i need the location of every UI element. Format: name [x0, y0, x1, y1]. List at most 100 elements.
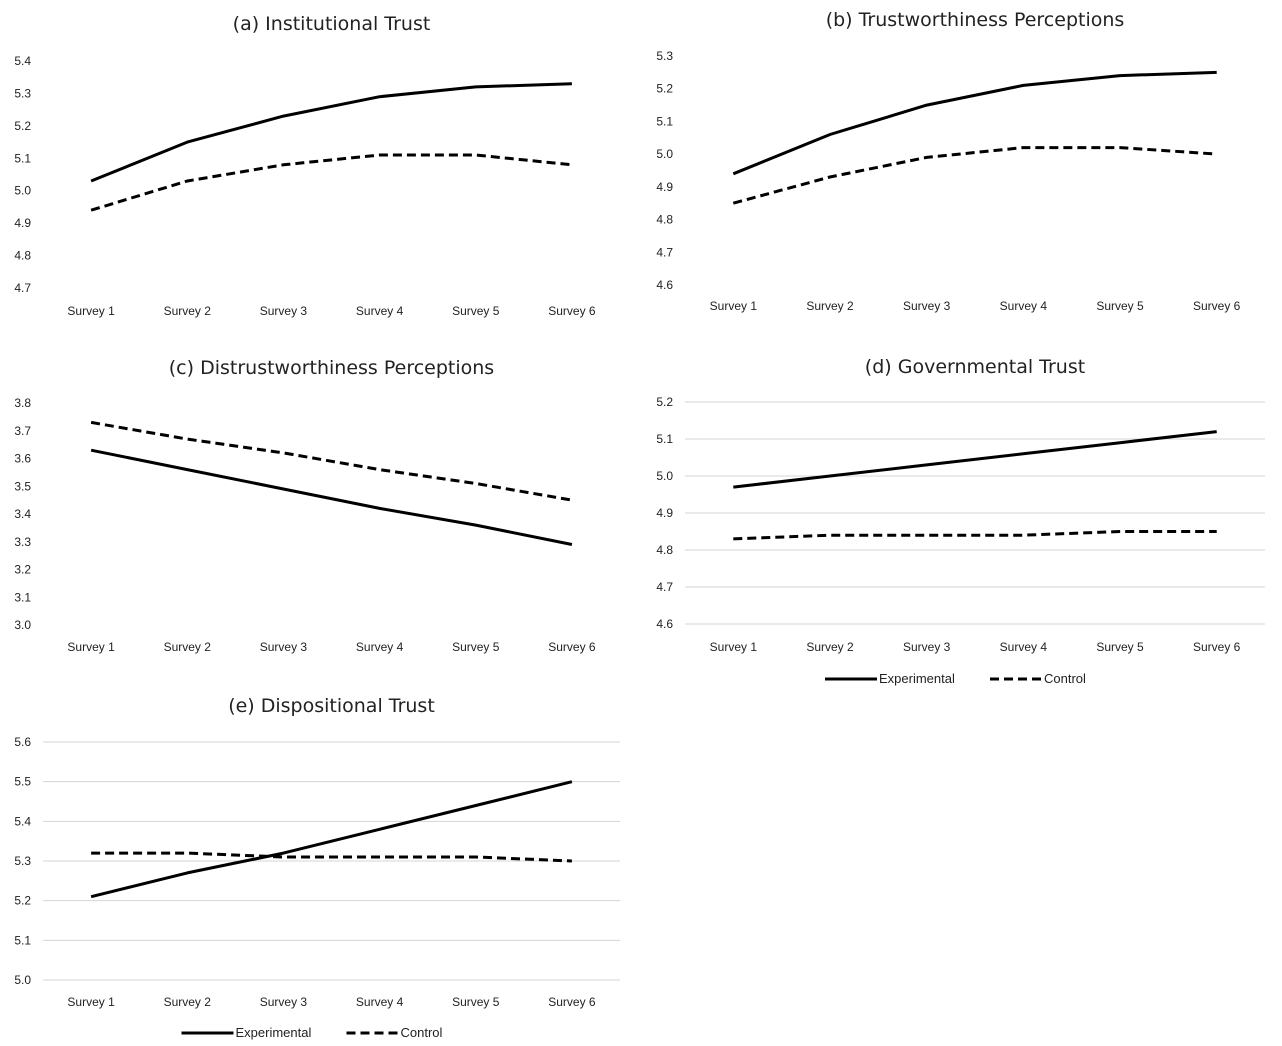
x-tick-label: Survey 6	[1193, 640, 1241, 654]
y-tick-label: 4.8	[14, 249, 31, 263]
x-tick-label: Survey 5	[1096, 299, 1144, 313]
series-line-experimental	[732, 70, 1217, 176]
chart-trustworthiness-perceptions: (b) Trustworthiness Perceptions 4.6 4.7 4.8…	[640, 0, 1282, 330]
chart-svg: (b) Trustworthiness Perceptions 4.6 4.7 4.8…	[656, 9, 1241, 313]
y-tick-label: 5.2	[656, 82, 673, 96]
x-tick-label: Survey 1	[710, 640, 758, 654]
chart-title: (b) Trustworthiness Perceptions	[826, 9, 1125, 31]
y-tick-label: 4.9	[656, 506, 673, 520]
x-tick-label: Survey 1	[67, 640, 115, 654]
chart-institutional-trust: (a) Institutional Trust 4.7 4.8 4.9 5.0 5.1 5.…	[0, 0, 640, 335]
series-line-experimental	[733, 430, 1217, 489]
series-line-control	[90, 153, 573, 212]
x-tick-label: Survey 4	[356, 995, 404, 1009]
chart-svg: (d) Governmental Trust 4.6 4.7 4.8 4.9 5.0 5.1…	[656, 356, 1265, 686]
y-tick-label: 4.8	[656, 213, 673, 227]
y-tick-label: 5.3	[656, 49, 673, 63]
legend-label-control: Control	[401, 1025, 443, 1040]
chart-svg: (a) Institutional Trust 4.7 4.8 4.9 5.0 5.1 5.…	[14, 13, 596, 318]
x-tick-label: Survey 3	[903, 299, 951, 313]
y-tick-label: 4.8	[656, 543, 673, 557]
x-tick-label: Survey 1	[67, 304, 115, 318]
x-tick-label: Survey 5	[452, 995, 500, 1009]
series-line-experimental	[90, 82, 572, 183]
x-tick-label: Survey 3	[260, 640, 308, 654]
x-tick-label: Survey 2	[164, 304, 212, 318]
y-tick-label: 5.2	[14, 119, 31, 133]
x-tick-label: Survey 6	[548, 995, 596, 1009]
chart-svg: (c) Distrustworthiness Perceptions 3.0 3.1…	[14, 357, 596, 654]
x-tick-label: Survey 2	[806, 640, 854, 654]
y-tick-label: 5.1	[14, 933, 31, 947]
x-tick-label: Survey 3	[260, 304, 308, 318]
y-tick-label: 5.5	[14, 775, 31, 789]
y-tick-label: 4.9	[656, 180, 673, 194]
y-tick-label: 5.3	[14, 854, 31, 868]
y-tick-label: 3.2	[14, 563, 31, 577]
chart-distrustworthiness-perceptions: (c) Distrustworthiness Perceptions 3.0 3.1…	[0, 340, 640, 675]
x-tick-label: Survey 2	[806, 299, 854, 313]
y-tick-label: 5.1	[14, 151, 31, 165]
y-tick-label: 3.7	[14, 424, 31, 438]
y-tick-label: 4.6	[656, 617, 673, 631]
y-tick-label: 5.3	[14, 86, 31, 100]
y-tick-label: 5.0	[14, 184, 31, 198]
series-line-control	[91, 851, 572, 863]
series-line-control	[732, 146, 1217, 205]
legend-label-experimental: Experimental	[236, 1025, 312, 1040]
x-tick-label: Survey 5	[1096, 640, 1144, 654]
y-tick-label: 5.4	[14, 54, 31, 68]
legend: Experimental Control	[825, 671, 1086, 686]
y-tick-label: 4.7	[14, 281, 31, 295]
y-tick-label: 5.1	[656, 432, 673, 446]
x-tick-label: Survey 1	[710, 299, 758, 313]
chart-title: (d) Governmental Trust	[865, 356, 1085, 378]
chart-title: (a) Institutional Trust	[233, 13, 431, 35]
y-tick-label: 5.6	[14, 735, 31, 749]
x-tick-label: Survey 2	[164, 995, 212, 1009]
series-line-control	[90, 420, 573, 502]
y-tick-label: 5.2	[14, 894, 31, 908]
chart-governmental-trust: (d) Governmental Trust 4.6 4.7 4.8 4.9 5.0 5.1…	[640, 340, 1282, 702]
y-tick-label: 3.0	[14, 618, 31, 632]
series-line-experimental	[90, 780, 573, 899]
y-tick-label: 3.1	[14, 590, 31, 604]
y-tick-label: 4.6	[656, 278, 673, 292]
y-tick-label: 5.0	[656, 147, 673, 161]
y-tick-label: 5.2	[656, 395, 673, 409]
series-line-experimental	[90, 448, 573, 546]
legend-label-control: Control	[1044, 671, 1086, 686]
x-tick-label: Survey 4	[1000, 640, 1048, 654]
x-tick-label: Survey 5	[452, 640, 500, 654]
y-tick-label: 4.9	[14, 216, 31, 230]
y-tick-label: 4.7	[656, 580, 673, 594]
chart-svg: (e) Dispositional Trust 5.0 5.1 5.2 5.3 5.4 5.…	[14, 695, 620, 1040]
x-tick-label: Survey 1	[67, 995, 115, 1009]
x-tick-label: Survey 5	[452, 304, 500, 318]
y-tick-label: 5.1	[656, 114, 673, 128]
legend-label-experimental: Experimental	[879, 671, 955, 686]
y-tick-label: 3.6	[14, 452, 31, 466]
legend: Experimental Control	[181, 1025, 443, 1040]
chart-title: (c) Distrustworthiness Perceptions	[169, 357, 494, 379]
x-tick-label: Survey 4	[356, 304, 404, 318]
y-tick-label: 4.7	[656, 245, 673, 259]
y-tick-label: 3.5	[14, 479, 31, 493]
x-tick-label: Survey 3	[260, 995, 308, 1009]
y-tick-label: 5.0	[14, 973, 31, 987]
x-tick-label: Survey 4	[1000, 299, 1048, 313]
x-tick-label: Survey 3	[903, 640, 951, 654]
y-tick-label: 3.4	[14, 507, 31, 521]
x-tick-label: Survey 4	[356, 640, 404, 654]
y-tick-label: 3.8	[14, 396, 31, 410]
y-tick-label: 5.0	[656, 469, 673, 483]
x-tick-label: Survey 6	[1193, 299, 1241, 313]
x-tick-label: Survey 2	[164, 640, 212, 654]
series-line-control	[733, 530, 1217, 541]
x-tick-label: Survey 6	[548, 640, 596, 654]
chart-dispositional-trust: (e) Dispositional Trust 5.0 5.1 5.2 5.3 5.4 5.…	[0, 678, 640, 1046]
y-tick-label: 3.3	[14, 535, 31, 549]
chart-title: (e) Dispositional Trust	[228, 695, 435, 717]
x-tick-label: Survey 6	[548, 304, 596, 318]
y-tick-label: 5.4	[14, 814, 31, 828]
